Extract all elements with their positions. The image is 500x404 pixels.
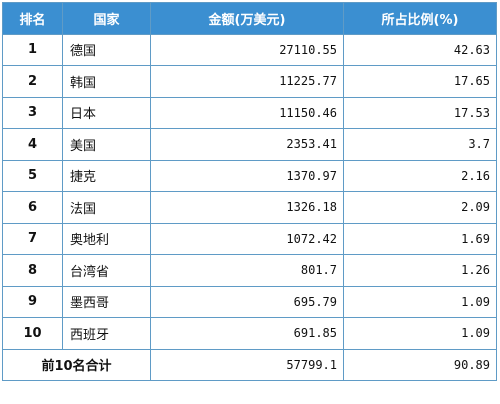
header-row: 排名 国家 金额(万美元) 所占比例(%): [2, 2, 497, 35]
rank-cell: 8: [2, 254, 63, 287]
rank-cell: 3: [2, 96, 63, 129]
table-row: 1 德国 27110.55 42.63: [2, 33, 497, 66]
amount-cell: 27110.55: [150, 33, 344, 66]
header-amount: 金额(万美元): [150, 2, 344, 35]
share-cell: 1.69: [343, 222, 497, 255]
share-cell: 1.09: [343, 317, 497, 350]
table-row: 10 西班牙 691.85 1.09: [2, 317, 497, 350]
share-cell: 2.16: [343, 159, 497, 192]
rank-cell: 1: [2, 33, 63, 66]
rank-cell: 4: [2, 128, 63, 161]
table-header: 排名 国家 金额(万美元) 所占比例(%): [2, 2, 497, 35]
share-cell: 2.09: [343, 191, 497, 224]
rank-cell: 10: [2, 317, 63, 350]
share-cell: 1.09: [343, 285, 497, 318]
total-amount: 57799.1: [150, 348, 344, 381]
rank-cell: 6: [2, 191, 63, 224]
amount-cell: 11150.46: [150, 96, 344, 129]
total-row: 前10名合计 57799.1 90.89: [2, 348, 497, 381]
amount-cell: 691.85: [150, 317, 344, 350]
country-cell: 日本: [62, 96, 151, 129]
amount-cell: 695.79: [150, 285, 344, 318]
table-row: 3 日本 11150.46 17.53: [2, 96, 497, 129]
rank-cell: 2: [2, 65, 63, 98]
rank-cell: 7: [2, 222, 63, 255]
share-cell: 17.53: [343, 96, 497, 129]
country-cell: 奥地利: [62, 222, 151, 255]
table-row: 4 美国 2353.41 3.7: [2, 128, 497, 161]
amount-cell: 801.7: [150, 254, 344, 287]
table-row: 2 韩国 11225.77 17.65: [2, 65, 497, 98]
table-body: 1 德国 27110.55 42.63 2 韩国 11225.77 17.65 …: [2, 33, 497, 381]
table-row: 6 法国 1326.18 2.09: [2, 191, 497, 224]
total-label: 前10名合计: [2, 348, 151, 381]
country-cell: 捷克: [62, 159, 151, 192]
share-cell: 17.65: [343, 65, 497, 98]
share-cell: 1.26: [343, 254, 497, 287]
country-cell: 西班牙: [62, 317, 151, 350]
total-share: 90.89: [343, 348, 497, 381]
share-cell: 3.7: [343, 128, 497, 161]
country-cell: 韩国: [62, 65, 151, 98]
header-country: 国家: [62, 2, 151, 35]
amount-cell: 1370.97: [150, 159, 344, 192]
amount-cell: 11225.77: [150, 65, 344, 98]
header-share: 所占比例(%): [343, 2, 497, 35]
amount-cell: 1326.18: [150, 191, 344, 224]
country-cell: 墨西哥: [62, 285, 151, 318]
amount-cell: 1072.42: [150, 222, 344, 255]
rank-cell: 9: [2, 285, 63, 318]
table-row: 7 奥地利 1072.42 1.69: [2, 222, 497, 255]
amount-cell: 2353.41: [150, 128, 344, 161]
rank-cell: 5: [2, 159, 63, 192]
table-row: 5 捷克 1370.97 2.16: [2, 159, 497, 192]
country-cell: 法国: [62, 191, 151, 224]
table-row: 8 台湾省 801.7 1.26: [2, 254, 497, 287]
header-rank: 排名: [2, 2, 63, 35]
table-row: 9 墨西哥 695.79 1.09: [2, 285, 497, 318]
share-cell: 42.63: [343, 33, 497, 66]
country-cell: 美国: [62, 128, 151, 161]
country-cell: 德国: [62, 33, 151, 66]
ranking-table: 排名 国家 金额(万美元) 所占比例(%) 1 德国 27110.55 42.6…: [2, 2, 497, 381]
country-cell: 台湾省: [62, 254, 151, 287]
